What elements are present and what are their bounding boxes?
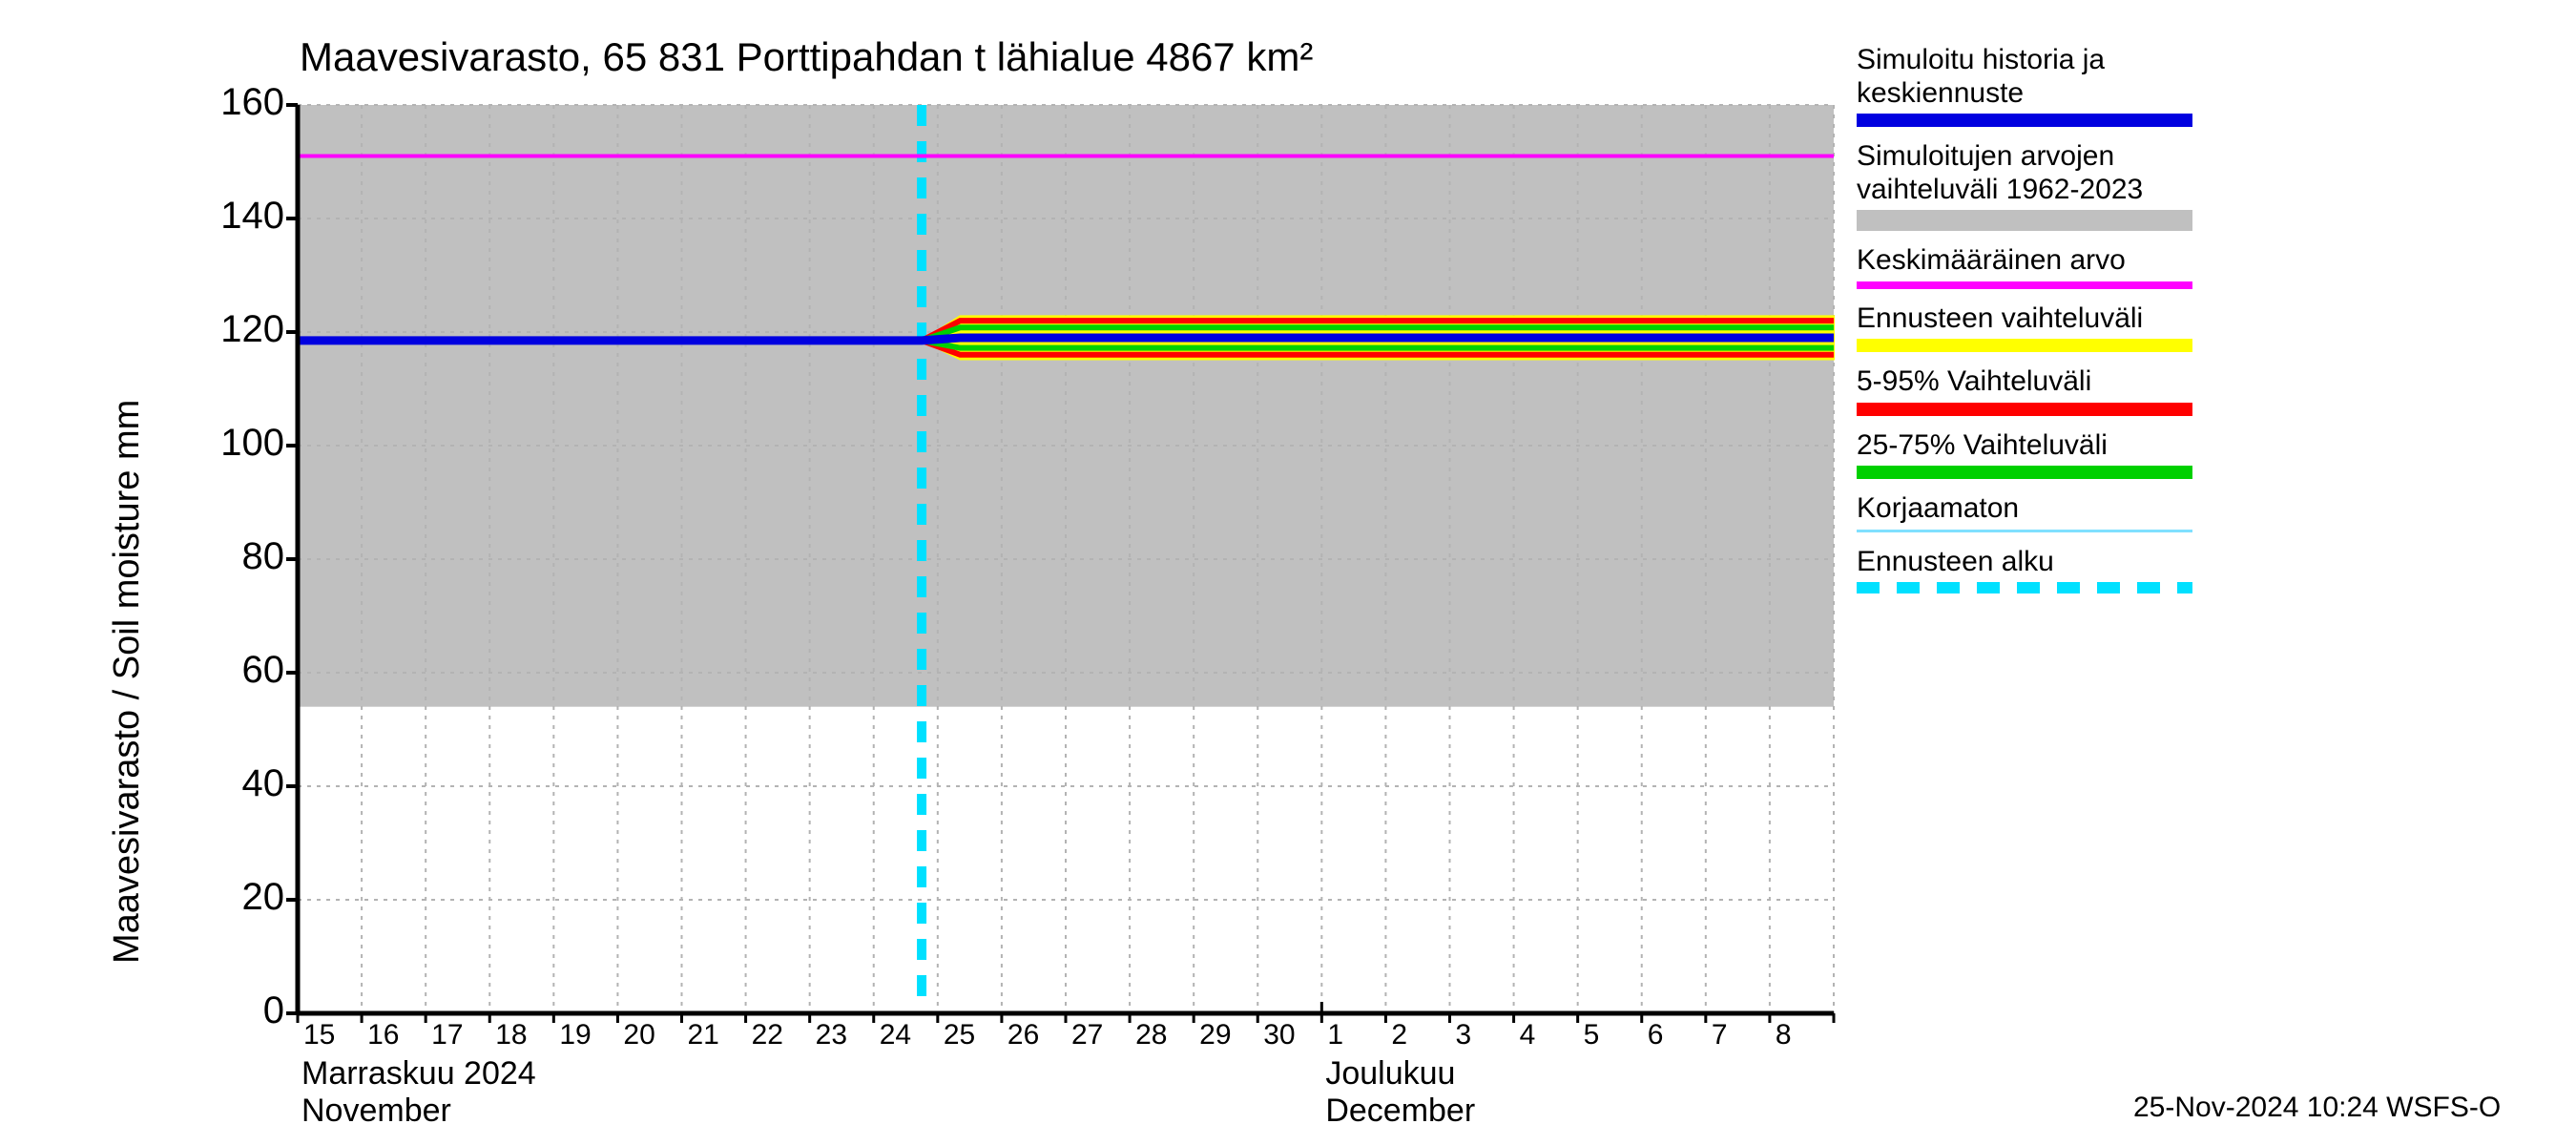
legend-label: Keskimääräinen arvo (1857, 244, 2524, 278)
x-tick-label: 6 (1648, 1019, 1708, 1051)
legend-entry: Simuloitujen arvojenvaihteluväli 1962-20… (1857, 140, 2524, 231)
x-tick-label: 1 (1327, 1019, 1387, 1051)
figure: Maavesivarasto, 65 831 Porttipahdan t lä… (0, 0, 2576, 1145)
legend-swatch (1857, 582, 2192, 593)
legend-entry: Keskimääräinen arvo (1857, 244, 2524, 289)
legend-entry: 5-95% Vaihteluväli (1857, 365, 2524, 416)
legend-label: Simuloitu historia jakeskiennuste (1857, 44, 2524, 110)
legend-swatch (1857, 210, 2192, 231)
x-tick-label: 16 (367, 1019, 427, 1051)
legend-swatch (1857, 281, 2192, 289)
legend-label: Ennusteen alku (1857, 546, 2524, 579)
history-forecast-line (298, 338, 1834, 341)
x-tick-label: 23 (816, 1019, 876, 1051)
y-tick-label: 40 (189, 762, 284, 805)
x-tick-label: 21 (688, 1019, 748, 1051)
legend-swatch (1857, 114, 2192, 127)
legend-swatch (1857, 339, 2192, 352)
historical-band (298, 105, 1834, 707)
y-tick-label: 80 (189, 535, 284, 578)
x-tick-label: 24 (880, 1019, 940, 1051)
x-tick-label: 7 (1712, 1019, 1772, 1051)
legend: Simuloitu historia jakeskiennuste Simuloi… (1857, 44, 2524, 607)
legend-label: 5-95% Vaihteluväli (1857, 365, 2524, 399)
x-month-label: Marraskuu 2024November (301, 1055, 536, 1130)
legend-swatch (1857, 530, 2192, 532)
x-tick-label: 27 (1071, 1019, 1132, 1051)
x-tick-label: 2 (1391, 1019, 1451, 1051)
legend-entry: Korjaamaton (1857, 492, 2524, 532)
y-tick-label: 100 (189, 422, 284, 465)
chart-title: Maavesivarasto, 65 831 Porttipahdan t lä… (300, 34, 1313, 80)
x-tick-label: 4 (1520, 1019, 1580, 1051)
legend-swatch (1857, 403, 2192, 416)
legend-label: Korjaamaton (1857, 492, 2524, 526)
y-tick-label: 0 (189, 989, 284, 1032)
legend-swatch (1857, 466, 2192, 479)
legend-label: 25-75% Vaihteluväli (1857, 429, 2524, 463)
legend-entry: 25-75% Vaihteluväli (1857, 429, 2524, 480)
y-axis-label: Maavesivarasto / Soil moisture mm (107, 400, 148, 964)
x-tick-label: 26 (1008, 1019, 1068, 1051)
x-tick-label: 25 (944, 1019, 1004, 1051)
plot-area (298, 105, 1834, 1013)
plot-svg (298, 105, 1834, 1013)
x-tick-label: 18 (495, 1019, 555, 1051)
x-tick-label: 28 (1135, 1019, 1195, 1051)
x-tick-label: 17 (431, 1019, 491, 1051)
legend-entry: Ennusteen vaihteluväli (1857, 302, 2524, 353)
x-tick-label: 3 (1456, 1019, 1516, 1051)
legend-label: Simuloitujen arvojenvaihteluväli 1962-20… (1857, 140, 2524, 206)
legend-label: Ennusteen vaihteluväli (1857, 302, 2524, 336)
legend-entry: Ennusteen alku (1857, 546, 2524, 594)
x-tick-label: 15 (303, 1019, 364, 1051)
x-tick-label: 20 (623, 1019, 683, 1051)
x-tick-label: 5 (1584, 1019, 1644, 1051)
y-tick-label: 20 (189, 876, 284, 919)
x-tick-label: 22 (752, 1019, 812, 1051)
y-tick-label: 140 (189, 195, 284, 238)
y-tick-label: 120 (189, 308, 284, 351)
legend-entry: Simuloitu historia jakeskiennuste (1857, 44, 2524, 127)
x-tick-label: 8 (1776, 1019, 1836, 1051)
x-tick-label: 29 (1199, 1019, 1259, 1051)
y-tick-label: 60 (189, 649, 284, 692)
x-tick-label: 19 (559, 1019, 619, 1051)
footer-timestamp: 25-Nov-2024 10:24 WSFS-O (2133, 1092, 2501, 1124)
y-tick-label: 160 (189, 81, 284, 124)
x-month-label: JoulukuuDecember (1325, 1055, 1475, 1130)
x-tick-label: 30 (1263, 1019, 1323, 1051)
